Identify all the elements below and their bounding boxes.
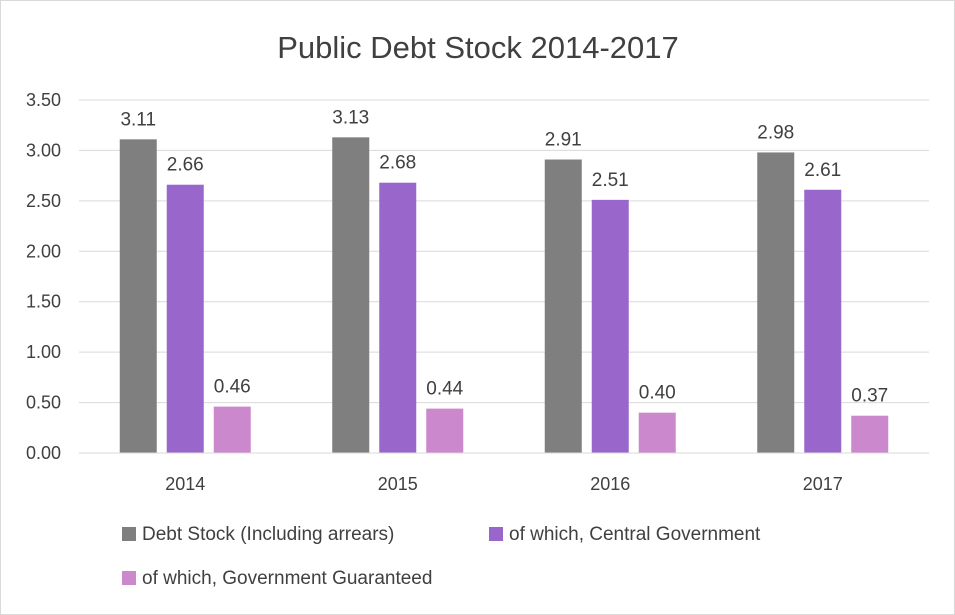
y-tick-label: 0.50 <box>26 393 61 413</box>
bar-2014-series-3 <box>213 406 251 453</box>
bar-2015-series-3 <box>426 408 464 453</box>
data-label: 0.44 <box>426 379 463 400</box>
y-tick-label: 2.50 <box>26 191 61 211</box>
legend-label: Debt Stock (Including arrears) <box>142 524 394 545</box>
data-label: 2.61 <box>804 160 841 181</box>
legend-label: of which, Government Guaranteed <box>142 568 432 589</box>
bar-2016-series-3 <box>638 412 676 453</box>
y-tick-label: 1.50 <box>26 292 61 312</box>
bar-2016-series-1 <box>544 159 582 453</box>
data-label: 2.98 <box>757 122 794 143</box>
bar-2017-series-3 <box>851 415 889 453</box>
data-label: 2.91 <box>545 130 582 151</box>
y-tick-label: 0.00 <box>26 443 61 463</box>
bar-2014-series-2 <box>166 184 204 453</box>
x-category-label: 2015 <box>378 474 418 494</box>
x-category-label: 2016 <box>590 474 630 494</box>
bar-2015-series-2 <box>379 182 417 453</box>
data-label: 0.46 <box>214 377 251 398</box>
x-category-label: 2017 <box>803 474 843 494</box>
y-tick-label: 2.00 <box>26 241 61 261</box>
y-tick-label: 3.50 <box>26 90 61 110</box>
y-tick-label: 1.00 <box>26 342 61 362</box>
data-label: 0.37 <box>851 386 888 407</box>
legend-swatch <box>489 527 503 541</box>
y-axis-ticks: 0.00 0.50 1.00 1.50 2.00 2.50 3.00 3.50 <box>26 90 61 463</box>
bars <box>119 137 889 453</box>
data-label: 2.66 <box>167 155 204 176</box>
data-label: 3.11 <box>120 109 156 130</box>
gridlines <box>79 99 929 404</box>
x-category-label: 2014 <box>165 474 205 494</box>
y-tick-label: 3.00 <box>26 140 61 160</box>
chart-title: Public Debt Stock 2014-2017 <box>277 30 679 65</box>
legend-label: of which, Central Government <box>509 524 761 545</box>
data-label: 2.68 <box>379 153 416 174</box>
bar-2016-series-2 <box>591 199 629 453</box>
bar-2017-series-1 <box>757 152 795 453</box>
bar-2014-series-1 <box>119 139 157 453</box>
bar-2017-series-2 <box>804 189 842 453</box>
legend-swatch <box>122 527 136 541</box>
data-labels: 3.11 2.66 0.46 3.13 2.68 0.44 2.91 2.51 0.40 2.98… <box>120 107 888 406</box>
legend: Debt Stock (Including arrears) of which, … <box>122 524 761 589</box>
data-label: 2.51 <box>592 170 629 191</box>
data-label: 3.13 <box>332 107 369 128</box>
x-axis-categories: 2014 2015 2016 2017 <box>165 474 843 494</box>
bar-2015-series-1 <box>332 137 370 453</box>
data-label: 0.40 <box>639 383 676 404</box>
legend-swatch <box>122 571 136 585</box>
